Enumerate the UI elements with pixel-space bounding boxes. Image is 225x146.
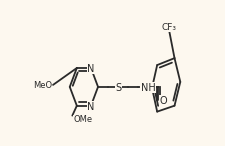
Text: O: O [160,96,167,106]
Text: S: S [116,83,122,93]
Text: MeO: MeO [33,81,52,90]
Text: NH: NH [141,83,155,93]
Text: N: N [87,102,95,112]
Text: OMe: OMe [74,115,93,124]
Text: CF₃: CF₃ [161,23,176,32]
Text: N: N [87,64,95,74]
